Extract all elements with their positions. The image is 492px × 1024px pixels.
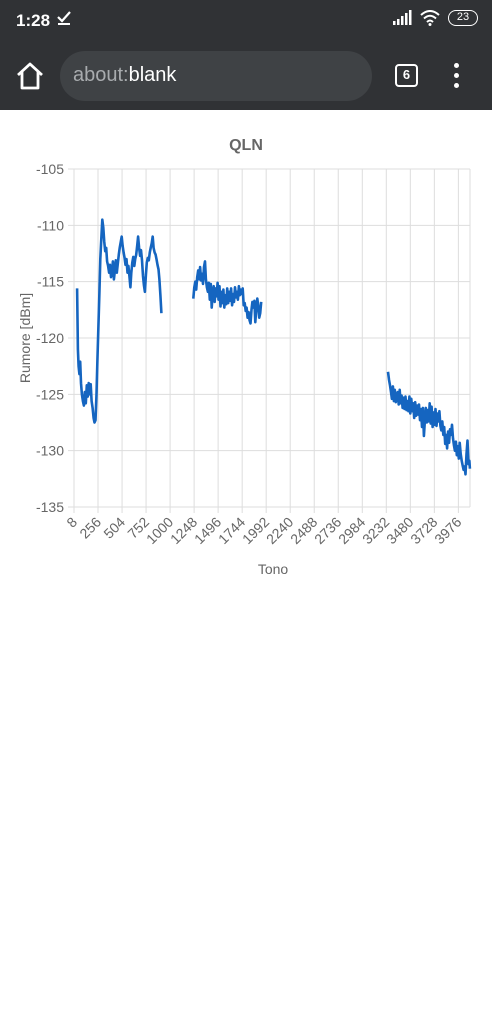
series-line-segment bbox=[77, 220, 161, 423]
tab-count: 6 bbox=[403, 67, 410, 82]
x-tick-label: 504 bbox=[100, 514, 128, 542]
y-tick-label: -125 bbox=[36, 386, 64, 402]
status-bar: 1:28 23 bbox=[0, 0, 492, 42]
y-tick-label: -120 bbox=[36, 330, 64, 346]
series-line-segment bbox=[193, 261, 261, 323]
y-tick-label: -115 bbox=[37, 274, 64, 290]
qln-chart: QLN -105 -110 -115 -120 -125 -130 -135 8256504… bbox=[0, 110, 492, 590]
url-text[interactable]: about:blank bbox=[73, 64, 176, 87]
y-tick-label: -110 bbox=[37, 217, 64, 233]
browser-toolbar: about:blank 6 bbox=[0, 42, 492, 110]
url-bar[interactable]: about:blank bbox=[60, 51, 372, 101]
url-scheme: about: bbox=[73, 64, 129, 86]
chart-title: QLN bbox=[229, 137, 263, 154]
series-layer bbox=[77, 220, 470, 475]
signal-icon bbox=[392, 10, 412, 26]
status-time: 1:28 bbox=[16, 11, 50, 31]
series-line-segment bbox=[388, 372, 470, 475]
check-icon bbox=[56, 9, 72, 25]
grid bbox=[68, 169, 470, 513]
battery-level: 23 bbox=[457, 11, 469, 23]
x-axis-label: Tono bbox=[258, 561, 289, 577]
y-axis-label: Rumore [dBm] bbox=[17, 293, 33, 383]
y-tick-label: -105 bbox=[36, 161, 64, 177]
more-vert-icon[interactable] bbox=[446, 62, 466, 90]
x-tick-label: 256 bbox=[76, 514, 104, 542]
status-icons: 23 bbox=[392, 10, 478, 26]
url-path: blank bbox=[129, 64, 177, 86]
x-axis-ticks: 8256504752100012481496174419922240248827… bbox=[63, 514, 464, 547]
battery-icon: 23 bbox=[448, 10, 478, 26]
x-tick-label: 3976 bbox=[431, 514, 464, 547]
wifi-icon bbox=[420, 10, 440, 26]
tab-switcher-button[interactable]: 6 bbox=[395, 64, 418, 87]
home-icon[interactable] bbox=[14, 61, 46, 91]
y-axis-ticks: -105 -110 -115 -120 -125 -130 -135 bbox=[36, 161, 64, 515]
y-tick-label: -130 bbox=[36, 443, 64, 459]
y-tick-label: -135 bbox=[36, 499, 64, 515]
